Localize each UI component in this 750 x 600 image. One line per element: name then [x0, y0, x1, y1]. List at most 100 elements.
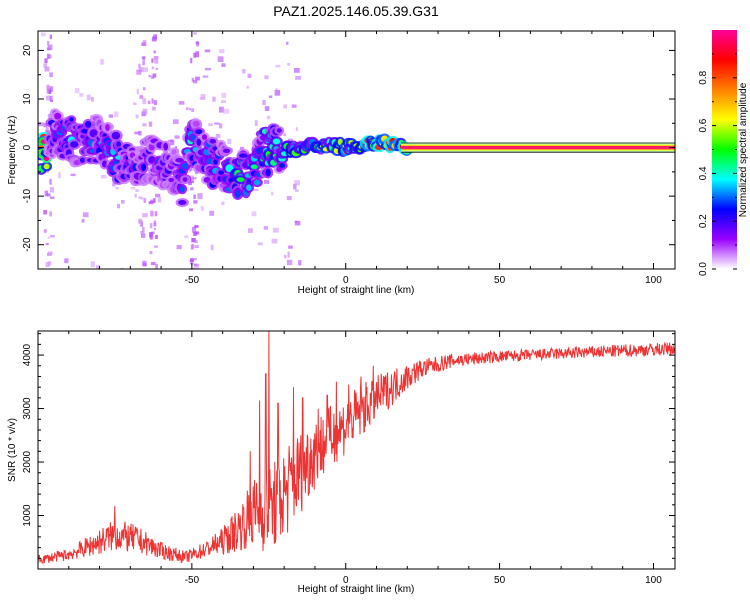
spectrogram-speckle [176, 245, 182, 250]
spectrogram-blob [163, 142, 169, 151]
spectrogram-speckle [47, 44, 53, 51]
spectrogram-x-tick-label: 50 [494, 275, 506, 286]
spectrogram-speckle [185, 107, 189, 111]
spectrogram-speckle [293, 68, 300, 73]
spectrogram-speckle [154, 245, 158, 248]
colorbar-tick-label: 0.4 [698, 166, 709, 180]
spectrogram-speckle [43, 209, 47, 215]
spectrogram-speckle [150, 262, 156, 266]
spectrogram-speckle [49, 178, 52, 185]
spectrogram-blob [196, 138, 202, 146]
spectrogram-speckle [286, 259, 293, 266]
spectrogram-speckle [214, 122, 220, 125]
spectrogram-speckle [189, 258, 194, 262]
snr-y-tick-label: 2000 [22, 450, 33, 473]
snr-axes: -50 0 50 100 1000 2000 3000 4000 [22, 331, 675, 586]
spectrogram-speckle [219, 49, 225, 54]
colorbar-tick-label: 0.2 [698, 214, 709, 228]
spectrogram-speckle [189, 166, 193, 171]
spectrogram-speckle [142, 227, 145, 233]
spectrogram-speckle [142, 213, 148, 218]
spectrogram-speckle [190, 57, 193, 64]
spectrogram-blob [236, 177, 245, 183]
spectrogram-speckle [138, 196, 143, 199]
spectrogram-speckle [154, 100, 157, 106]
spectrogram-speckle [155, 263, 158, 269]
spectrogram-blob [168, 177, 175, 183]
spectrogram-speckle [148, 75, 151, 78]
spectrogram-blob [85, 120, 92, 128]
spectrogram-x-tick-label: 0 [343, 275, 349, 286]
snr-y-axis-label: SNR (10 * v/v) [7, 418, 18, 482]
snr-frame [37, 330, 676, 570]
spectrogram-speckle [204, 49, 211, 53]
spectrogram-blob [43, 163, 50, 170]
spectrogram-speckle [43, 229, 47, 233]
spectrogram-speckle [47, 114, 52, 120]
spectrogram-speckle [46, 53, 50, 59]
spectrogram-speckle [271, 238, 278, 244]
spectrogram-speckle [287, 63, 291, 66]
spectrogram-y-tick-label: 0 [22, 144, 33, 150]
spectrogram-speckle [193, 266, 199, 269]
spectrogram-blob [272, 138, 281, 145]
spectrogram-speckle [141, 56, 146, 60]
spectrogram-speckle [188, 175, 194, 181]
spectrogram-speckle [275, 87, 278, 91]
spectrogram-speckle [251, 211, 257, 217]
spectrogram-speckle [74, 88, 80, 94]
colorbar-label: Normalized spectral amplitude [738, 82, 749, 217]
spectrogram-speckle [283, 254, 287, 259]
colorbar-tick-label: 0.8 [698, 70, 709, 84]
spectrogram-y-axis-label: Frequency (Hz) [7, 116, 18, 185]
spectrogram-speckle [150, 237, 153, 240]
spectrogram-speckle [142, 98, 147, 105]
spectrogram-speckle [100, 59, 104, 65]
spectrogram-speckle [91, 96, 94, 102]
spectrogram-speckle [263, 226, 268, 230]
spectrogram-speckle [82, 212, 89, 218]
spectrogram-speckle [274, 89, 281, 96]
spectrogram-blob [218, 170, 225, 175]
spectrogram-speckle [44, 58, 48, 64]
spectrogram-blob [239, 153, 248, 158]
spectrogram-speckle [50, 235, 55, 238]
spectrogram-speckle [294, 180, 300, 186]
spectrogram-speckle [193, 258, 197, 261]
spectrogram-speckle [254, 120, 258, 126]
steady-line [401, 145, 675, 150]
spectrogram-speckle [64, 258, 69, 264]
spectrogram-speckle [45, 127, 49, 133]
spectrogram-speckle [96, 265, 100, 269]
spectrogram-speckle [242, 69, 246, 74]
snr-y-tick-label: 4000 [22, 344, 33, 367]
spectrogram-speckle [153, 50, 156, 54]
spectrogram-speckle [49, 196, 55, 199]
spectrogram-speckle [194, 225, 199, 228]
spectrogram-speckle [212, 96, 216, 102]
spectrogram-speckle [139, 95, 144, 99]
colorbar-tick-label: 0.6 [698, 118, 709, 132]
spectrogram-speckle [197, 193, 203, 200]
spectrogram-speckle [193, 52, 196, 58]
spectrogram-speckle [246, 85, 249, 89]
spectrogram-blob [225, 164, 234, 173]
spectrogram-speckle [44, 66, 50, 72]
spectrogram-speckle [141, 233, 146, 238]
snr-x-axis-label: Height of straight line (km) [298, 584, 415, 595]
spectrogram-speckle [196, 43, 199, 47]
spectrogram-speckle [108, 114, 114, 118]
spectrogram-speckle [134, 194, 137, 198]
spectrogram-speckle [139, 143, 143, 147]
spectrogram-speckle [153, 220, 156, 224]
spectrogram-speckle [191, 77, 194, 83]
spectrogram-speckle [169, 139, 175, 146]
spectrogram-speckle [191, 108, 195, 112]
spectrogram-speckle [151, 106, 156, 111]
spectrogram-speckle [286, 196, 292, 201]
spectrogram-speckle [114, 111, 119, 118]
spectrogram-speckle [152, 73, 157, 78]
spectrogram-speckle [271, 191, 274, 196]
spectrogram-speckle [291, 104, 297, 108]
spectrogram-speckle [174, 135, 180, 139]
